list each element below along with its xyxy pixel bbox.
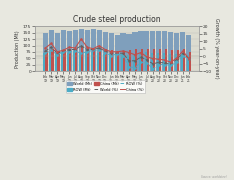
Bar bbox=[79, 53, 81, 71]
Bar bbox=[175, 54, 177, 71]
Bar bbox=[159, 49, 161, 71]
Bar bbox=[151, 53, 153, 71]
Bar bbox=[73, 52, 75, 71]
Bar bbox=[67, 31, 72, 71]
Bar bbox=[103, 54, 105, 71]
Bar bbox=[109, 33, 113, 71]
Bar bbox=[126, 34, 132, 71]
Bar bbox=[153, 49, 155, 71]
Bar bbox=[180, 32, 185, 71]
Bar bbox=[105, 49, 107, 71]
Bar bbox=[156, 31, 161, 71]
Bar bbox=[69, 49, 71, 71]
Bar bbox=[127, 55, 129, 71]
Bar bbox=[63, 50, 66, 71]
Bar bbox=[144, 31, 150, 71]
Bar bbox=[133, 53, 135, 71]
Bar bbox=[61, 52, 63, 71]
Bar bbox=[117, 51, 119, 71]
Bar bbox=[55, 53, 57, 71]
Bar bbox=[57, 51, 59, 71]
Legend: World (Mt), ROW (Mt), China (Mt), World (%), ROW (%), China (%): World (Mt), ROW (Mt), China (Mt), World … bbox=[66, 80, 145, 93]
Bar bbox=[61, 30, 66, 71]
Bar bbox=[49, 30, 54, 71]
Bar bbox=[99, 49, 101, 71]
Bar bbox=[79, 29, 84, 71]
Bar bbox=[81, 47, 84, 71]
Bar bbox=[102, 32, 108, 71]
Bar bbox=[87, 48, 89, 71]
Bar bbox=[177, 50, 179, 71]
Bar bbox=[163, 53, 165, 71]
Bar bbox=[85, 53, 87, 71]
Bar bbox=[162, 31, 167, 71]
Bar bbox=[43, 53, 45, 71]
Bar bbox=[145, 53, 147, 71]
Bar bbox=[186, 55, 189, 71]
Bar bbox=[147, 49, 149, 71]
Bar bbox=[132, 31, 138, 71]
Bar bbox=[139, 31, 143, 71]
Bar bbox=[115, 55, 117, 71]
Bar bbox=[73, 30, 78, 71]
Bar bbox=[93, 49, 95, 71]
Bar bbox=[157, 53, 159, 71]
Bar bbox=[174, 33, 179, 71]
Bar bbox=[129, 50, 131, 71]
Bar bbox=[51, 49, 54, 71]
Text: Source: worldsteel: Source: worldsteel bbox=[201, 175, 227, 179]
Bar bbox=[43, 33, 48, 71]
Bar bbox=[91, 52, 93, 71]
Bar bbox=[171, 50, 173, 71]
Bar bbox=[121, 33, 126, 71]
Bar bbox=[97, 30, 102, 71]
Bar bbox=[181, 54, 183, 71]
Title: Crude steel production: Crude steel production bbox=[73, 15, 161, 24]
Bar bbox=[45, 51, 48, 71]
Bar bbox=[75, 49, 77, 71]
Bar bbox=[67, 53, 69, 71]
Bar bbox=[111, 50, 113, 71]
Bar bbox=[186, 35, 191, 71]
Bar bbox=[165, 49, 167, 71]
Bar bbox=[85, 30, 90, 71]
Bar bbox=[121, 53, 123, 71]
Bar bbox=[168, 32, 173, 71]
Bar bbox=[135, 49, 137, 71]
Bar bbox=[189, 52, 191, 71]
Bar bbox=[114, 35, 120, 71]
Bar bbox=[55, 33, 60, 71]
Bar bbox=[109, 54, 111, 71]
Bar bbox=[49, 52, 51, 71]
Bar bbox=[141, 49, 143, 71]
Bar bbox=[139, 53, 141, 71]
Bar bbox=[183, 49, 185, 71]
Y-axis label: Growth (% year-on-year): Growth (% year-on-year) bbox=[214, 18, 219, 79]
Bar bbox=[168, 54, 171, 71]
Bar bbox=[123, 51, 125, 71]
Y-axis label: Production (Mt): Production (Mt) bbox=[15, 30, 20, 68]
Bar bbox=[97, 53, 99, 71]
Bar bbox=[150, 31, 155, 71]
Bar bbox=[91, 29, 96, 71]
